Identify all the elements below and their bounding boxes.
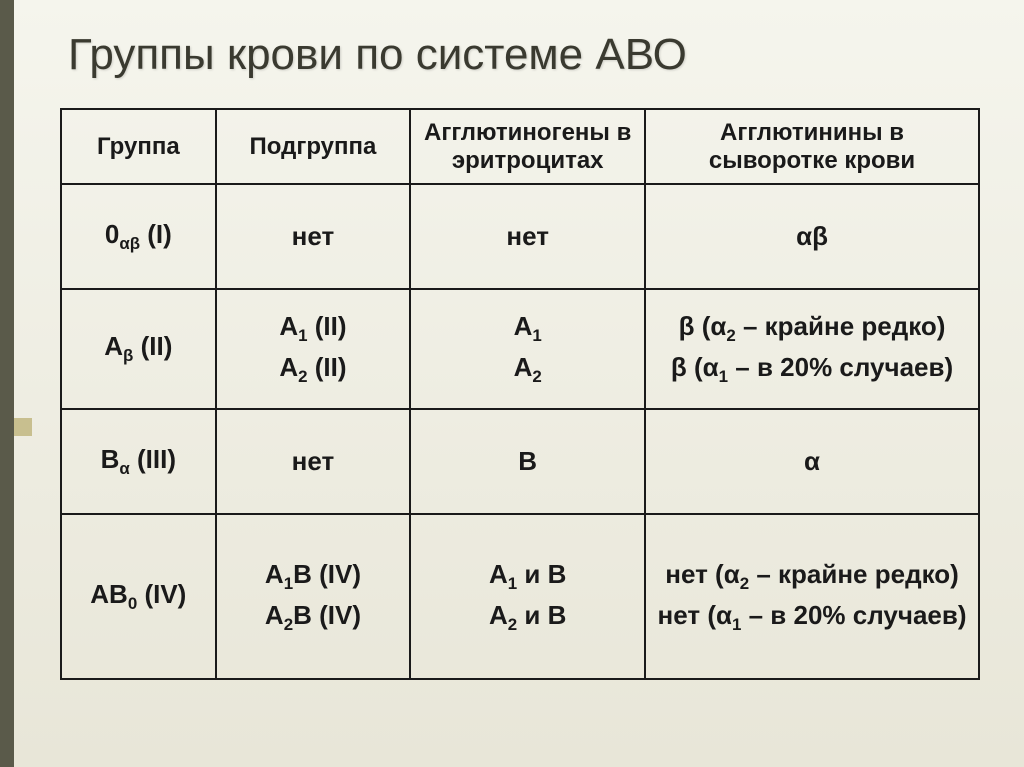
cell-group: Bα (III) — [61, 409, 216, 514]
cell-agglutinins: β (α2 – крайне редко)β (α1 – в 20% случа… — [645, 289, 979, 409]
cell-agglutinins: α — [645, 409, 979, 514]
table-row: Aβ (II) А1 (II)А2 (II) А1А2 β (α2 – край… — [61, 289, 979, 409]
col-header-agglutinins: Агглютинины в сыворотке крови — [645, 109, 979, 184]
cell-agglutinogens: А1 и ВА2 и В — [410, 514, 645, 679]
cell-group: 0αβ (I) — [61, 184, 216, 289]
accent-box — [14, 418, 32, 436]
cell-agglutinogens: А1А2 — [410, 289, 645, 409]
blood-groups-table: Группа Подгруппа Агглютиногены в эритроц… — [60, 108, 980, 680]
cell-agglutinins: αβ — [645, 184, 979, 289]
cell-agglutinogens: В — [410, 409, 645, 514]
table-header-row: Группа Подгруппа Агглютиногены в эритроц… — [61, 109, 979, 184]
table-row: АВ0 (IV) А1В (IV)А2В (IV) А1 и ВА2 и В н… — [61, 514, 979, 679]
cell-agglutinogens: нет — [410, 184, 645, 289]
cell-subgroup: нет — [216, 184, 411, 289]
cell-subgroup: нет — [216, 409, 411, 514]
accent-bar — [0, 0, 14, 767]
table-row: Bα (III) нет В α — [61, 409, 979, 514]
cell-subgroup: А1 (II)А2 (II) — [216, 289, 411, 409]
cell-agglutinins: нет (α2 – крайне редко)нет (α1 – в 20% с… — [645, 514, 979, 679]
cell-group: АВ0 (IV) — [61, 514, 216, 679]
col-header-group: Группа — [61, 109, 216, 184]
page-title: Группы крови по системе АВО — [68, 30, 984, 80]
cell-group: Aβ (II) — [61, 289, 216, 409]
table-row: 0αβ (I) нет нет αβ — [61, 184, 979, 289]
cell-subgroup: А1В (IV)А2В (IV) — [216, 514, 411, 679]
col-header-agglutinogens: Агглютиногены в эритроцитах — [410, 109, 645, 184]
slide-content: Группы крови по системе АВО Группа Подгр… — [0, 0, 1024, 710]
col-header-subgroup: Подгруппа — [216, 109, 411, 184]
